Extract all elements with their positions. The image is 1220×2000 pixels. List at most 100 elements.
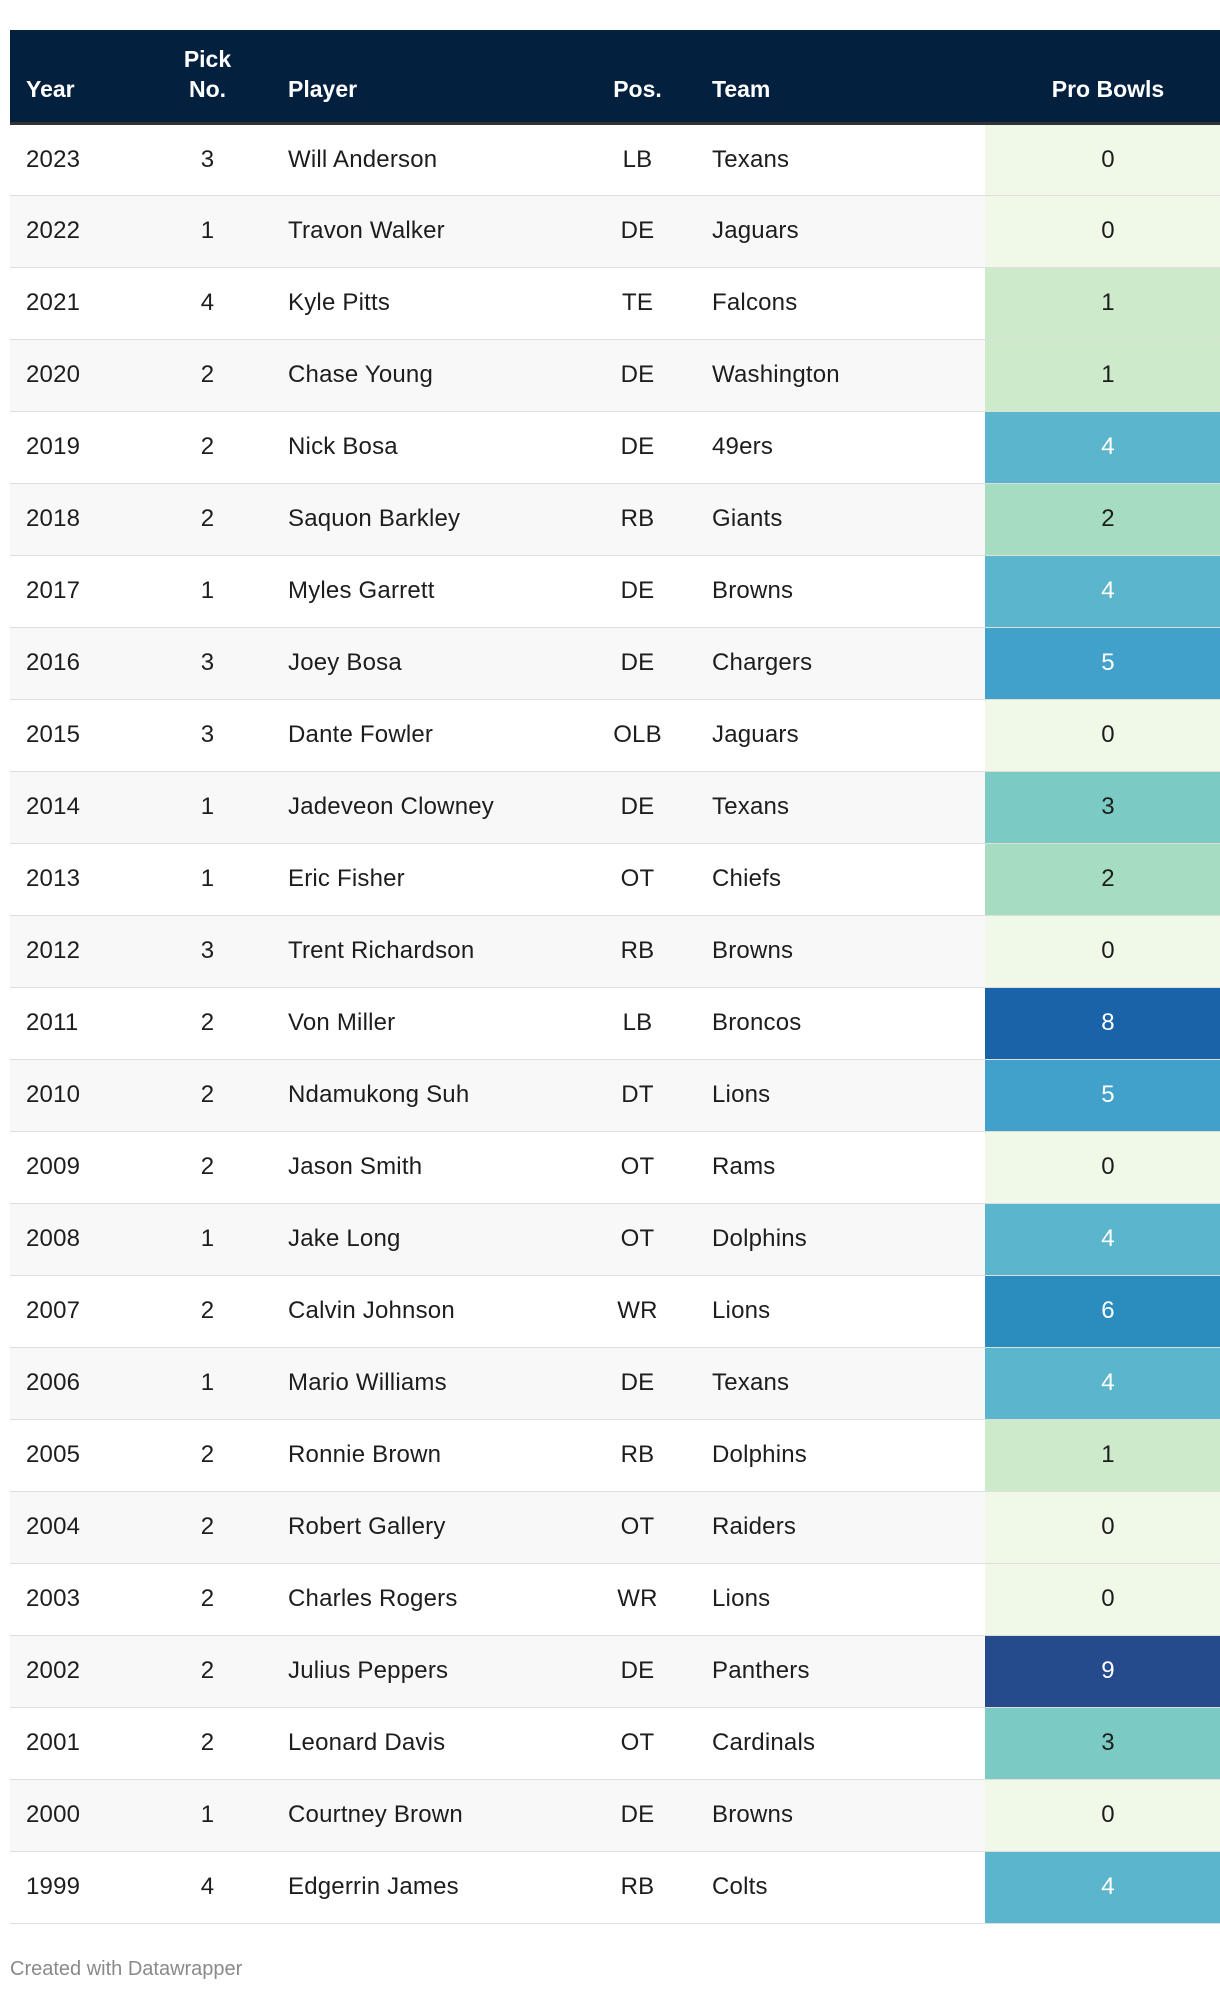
player-cell: Joey Bosa [260,627,596,699]
table-row: 2012 3 Trent Richardson RB Browns 0 [10,915,1220,987]
table-row: 2003 2 Charles Rogers WR Lions 0 [10,1563,1220,1635]
draft-picks-table: Year Pick No. Player Pos. Team Pro Bowls… [10,30,1220,1924]
year-cell: 2007 [26,1297,81,1324]
pick-no-cell: 2 [155,1059,260,1131]
position-cell: DE [596,195,679,267]
year-cell: 2022 [10,195,155,267]
position-cell: OLB [613,721,662,748]
pro-bowls-cell: 0 [985,1131,1220,1203]
team-cell: Rams [712,1153,776,1180]
pro-bowls-cell: 4 [985,555,1220,627]
player-cell: Julius Peppers [260,1635,596,1707]
position-cell: DE [596,1347,679,1419]
position-cell: OT [596,1491,679,1563]
pro-bowls-cell: 0 [985,1563,1220,1635]
year-cell: 2014 [10,771,155,843]
header-pick-no-label: Pick No. [183,45,232,102]
draft-picks-table-container: Year Pick No. Player Pos. Team Pro Bowls… [10,30,1220,1924]
table-row: 2021 4 Kyle Pitts TE Falcons 1 [10,267,1220,339]
pick-no-cell: 3 [200,721,215,748]
table-row: 2000 1 Courtney Brown DE Browns 0 [10,1779,1220,1851]
position-cell: DE [620,577,655,604]
team-cell: Colts [712,1873,768,1900]
player-cell: Trent Richardson [260,915,596,987]
player-cell: Will Anderson [288,145,438,173]
player-cell: Travon Walker [260,195,596,267]
header-row: Year Pick No. Player Pos. Team Pro Bowls [10,30,1220,123]
table-row: 2023 3 Will Anderson LB Texans 0 [10,123,1220,195]
table-row: 2011 2 Von Miller LB Broncos 8 [10,987,1220,1059]
table-row: 2018 2 Saquon Barkley RB Giants 2 [10,483,1220,555]
year-cell: 2000 [10,1779,155,1851]
player-cell: Jake Long [260,1203,596,1275]
position-cell: RB [620,1873,655,1900]
header-pick-no[interactable]: Pick No. [155,30,260,123]
header-team[interactable]: Team [712,75,771,102]
table-row: 2008 1 Jake Long OT Dolphins 4 [10,1203,1220,1275]
year-cell: 2004 [10,1491,155,1563]
header-player[interactable]: Player [288,75,358,102]
pick-no-cell: 1 [200,865,215,892]
year-cell: 2002 [10,1635,155,1707]
position-cell: DE [596,1635,679,1707]
position-cell: RB [596,915,679,987]
team-cell: Jaguars [712,721,799,748]
pick-no-cell: 2 [155,1635,260,1707]
position-cell: OT [596,1203,679,1275]
table-row: 2009 2 Jason Smith OT Rams 0 [10,1131,1220,1203]
pro-bowls-cell: 0 [985,1491,1220,1563]
table-row: 2019 2 Nick Bosa DE 49ers 4 [10,411,1220,483]
table-row: 2013 1 Eric Fisher OT Chiefs 2 [10,843,1220,915]
team-cell: Dolphins [712,1441,807,1468]
position-cell: DE [596,627,679,699]
pro-bowls-cell: 0 [985,915,1220,987]
year-cell: 2005 [26,1441,81,1468]
team-cell: Chargers [679,627,985,699]
year-cell: 2020 [10,339,155,411]
player-cell: Saquon Barkley [260,483,596,555]
year-cell: 2006 [10,1347,155,1419]
pick-no-cell: 2 [200,1585,215,1612]
team-cell: Raiders [679,1491,985,1563]
player-cell: Jadeveon Clowney [260,771,596,843]
pro-bowls-cell: 1 [985,267,1220,339]
player-cell: Mario Williams [260,1347,596,1419]
position-cell: DE [596,1779,679,1851]
year-cell: 2017 [26,577,81,604]
position-cell: DE [596,771,679,843]
header-pro-bowls[interactable]: Pro Bowls [1051,75,1165,102]
pro-bowls-cell: 9 [985,1635,1220,1707]
year-cell: 2015 [26,721,81,748]
pro-bowls-cell: 2 [985,483,1220,555]
year-cell: 2012 [10,915,155,987]
pick-no-cell: 1 [155,771,260,843]
header-year[interactable]: Year [26,75,75,102]
pick-no-cell: 3 [155,915,260,987]
team-cell: 49ers [712,433,774,460]
pick-no-cell: 3 [155,627,260,699]
position-cell: OT [620,865,655,892]
position-cell: WR [617,1297,658,1324]
table-row: 2017 1 Myles Garrett DE Browns 4 [10,555,1220,627]
player-cell: Leonard Davis [288,1729,446,1756]
table-row: 1999 4 Edgerrin James RB Colts 4 [10,1851,1220,1923]
year-cell: 2021 [26,289,81,316]
position-cell: LB [622,1009,653,1036]
table-row: 2002 2 Julius Peppers DE Panthers 9 [10,1635,1220,1707]
pick-no-cell: 2 [155,483,260,555]
pick-no-cell: 2 [155,1491,260,1563]
pick-no-cell: 1 [200,577,215,604]
position-cell: DT [596,1059,679,1131]
position-cell: RB [596,483,679,555]
player-cell: Robert Gallery [260,1491,596,1563]
position-cell: OT [620,1153,655,1180]
position-cell: OT [620,1729,655,1756]
header-position[interactable]: Pos. [613,75,662,102]
pro-bowls-cell: 0 [985,195,1220,267]
pro-bowls-cell: 8 [985,987,1220,1059]
team-cell: Lions [712,1585,771,1612]
position-cell: DE [596,339,679,411]
year-cell: 2013 [26,865,81,892]
pro-bowls-cell: 4 [985,411,1220,483]
year-cell: 2008 [10,1203,155,1275]
